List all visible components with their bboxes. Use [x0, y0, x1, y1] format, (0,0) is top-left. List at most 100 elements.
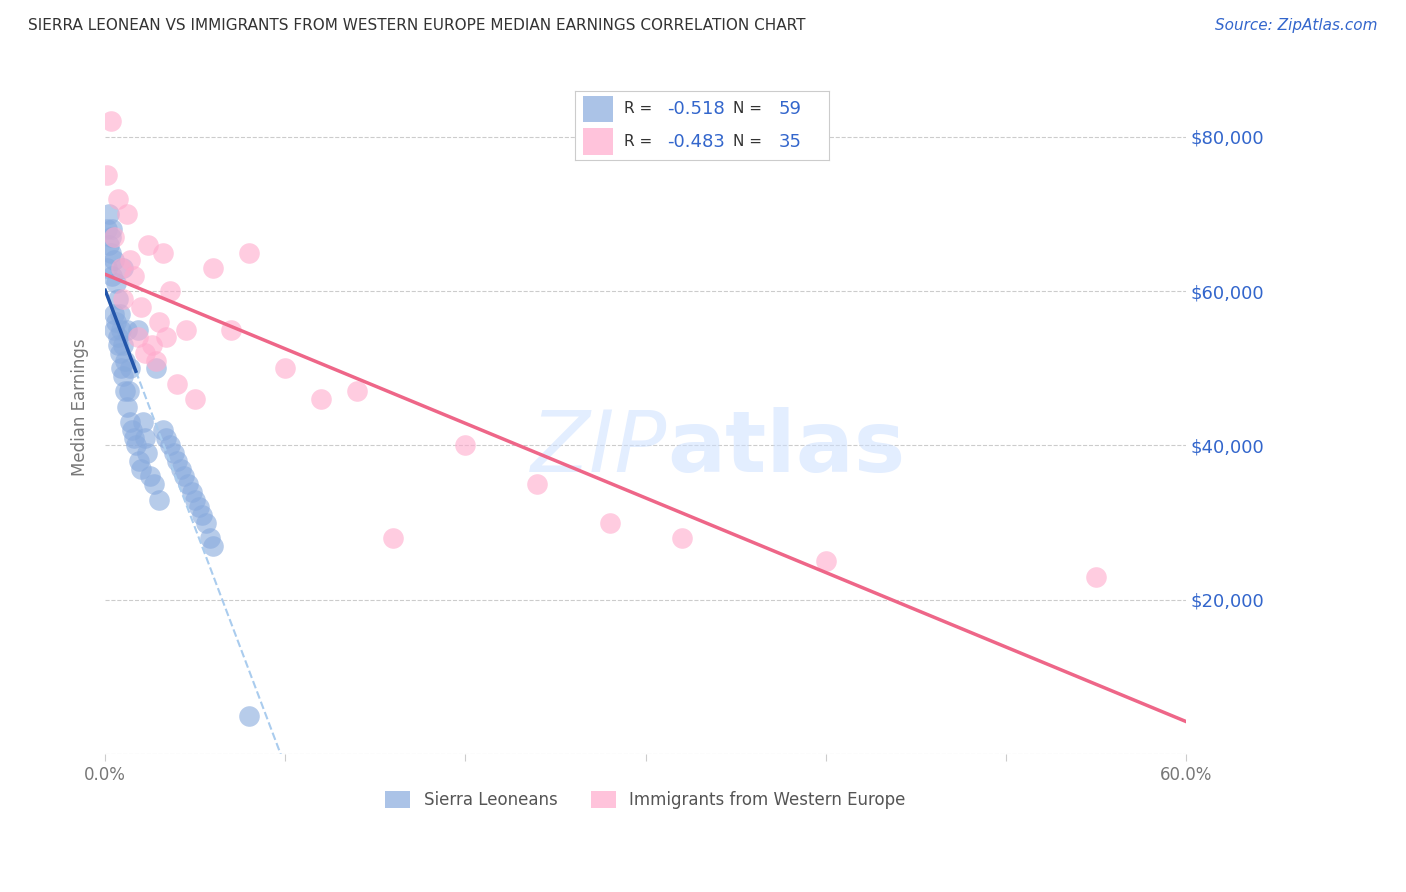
Point	[103, 323, 125, 337]
Point	[122, 268, 145, 283]
Point	[155, 431, 177, 445]
Point	[115, 207, 138, 221]
Point	[159, 438, 181, 452]
Point	[163, 446, 186, 460]
Point	[107, 338, 129, 352]
Point	[198, 531, 221, 545]
Point	[127, 323, 149, 337]
Text: atlas: atlas	[666, 407, 905, 490]
Point	[100, 245, 122, 260]
Point	[191, 508, 214, 522]
Point	[1084, 570, 1107, 584]
Point	[110, 260, 132, 275]
Point	[114, 384, 136, 399]
Point	[141, 338, 163, 352]
Point	[96, 260, 118, 275]
Point	[142, 477, 165, 491]
Point	[125, 438, 148, 452]
Point	[101, 222, 124, 236]
Point	[274, 361, 297, 376]
Text: Source: ZipAtlas.com: Source: ZipAtlas.com	[1215, 18, 1378, 33]
Point	[238, 708, 260, 723]
Point	[107, 292, 129, 306]
Point	[103, 230, 125, 244]
Point	[120, 415, 142, 429]
Point	[219, 323, 242, 337]
Point	[96, 222, 118, 236]
Text: SIERRA LEONEAN VS IMMIGRANTS FROM WESTERN EUROPE MEDIAN EARNINGS CORRELATION CHA: SIERRA LEONEAN VS IMMIGRANTS FROM WESTER…	[28, 18, 806, 33]
Point	[132, 415, 155, 429]
Point	[107, 330, 129, 344]
Point	[180, 484, 202, 499]
Point	[454, 438, 477, 452]
Y-axis label: Median Earnings: Median Earnings	[72, 338, 89, 475]
Point	[145, 353, 167, 368]
Point	[170, 461, 193, 475]
Point	[202, 260, 225, 275]
Point	[100, 230, 122, 244]
Point	[173, 469, 195, 483]
Point	[346, 384, 368, 399]
Point	[238, 245, 260, 260]
Point	[134, 346, 156, 360]
Point	[103, 307, 125, 321]
Point	[108, 307, 131, 321]
Point	[115, 400, 138, 414]
Point	[145, 361, 167, 376]
Point	[120, 253, 142, 268]
Point	[134, 431, 156, 445]
Point	[105, 277, 128, 291]
Point	[105, 315, 128, 329]
Point	[114, 353, 136, 368]
Point	[112, 260, 135, 275]
Point	[152, 423, 174, 437]
Point	[112, 338, 135, 352]
Point	[148, 492, 170, 507]
Point	[814, 554, 837, 568]
Point	[110, 361, 132, 376]
Point	[129, 300, 152, 314]
Point	[107, 192, 129, 206]
Point	[96, 169, 118, 183]
Point	[177, 477, 200, 491]
Point	[599, 516, 621, 530]
Point	[155, 330, 177, 344]
Point	[174, 323, 197, 337]
Point	[184, 492, 207, 507]
Point	[112, 292, 135, 306]
Point	[108, 346, 131, 360]
Point	[129, 461, 152, 475]
Point	[526, 477, 548, 491]
Point	[135, 446, 157, 460]
Point	[127, 330, 149, 344]
Point	[115, 323, 138, 337]
Point	[202, 539, 225, 553]
Point	[117, 384, 139, 399]
Point	[184, 392, 207, 407]
Text: ZIP: ZIP	[531, 407, 666, 490]
Point	[128, 454, 150, 468]
Point	[148, 315, 170, 329]
Point	[166, 454, 188, 468]
Point	[97, 237, 120, 252]
Point	[122, 431, 145, 445]
Point	[311, 392, 333, 407]
Point	[103, 253, 125, 268]
Point	[110, 323, 132, 337]
Point	[139, 469, 162, 483]
Point	[195, 516, 218, 530]
Point	[101, 268, 124, 283]
Point	[100, 114, 122, 128]
Point	[152, 245, 174, 260]
Point	[112, 369, 135, 384]
Point	[382, 531, 405, 545]
Point	[97, 207, 120, 221]
Point	[138, 237, 160, 252]
Point	[187, 500, 209, 515]
Point	[120, 361, 142, 376]
Point	[671, 531, 693, 545]
Point	[121, 423, 143, 437]
Point	[166, 376, 188, 391]
Point	[159, 284, 181, 298]
Legend: Sierra Leoneans, Immigrants from Western Europe: Sierra Leoneans, Immigrants from Western…	[378, 784, 912, 815]
